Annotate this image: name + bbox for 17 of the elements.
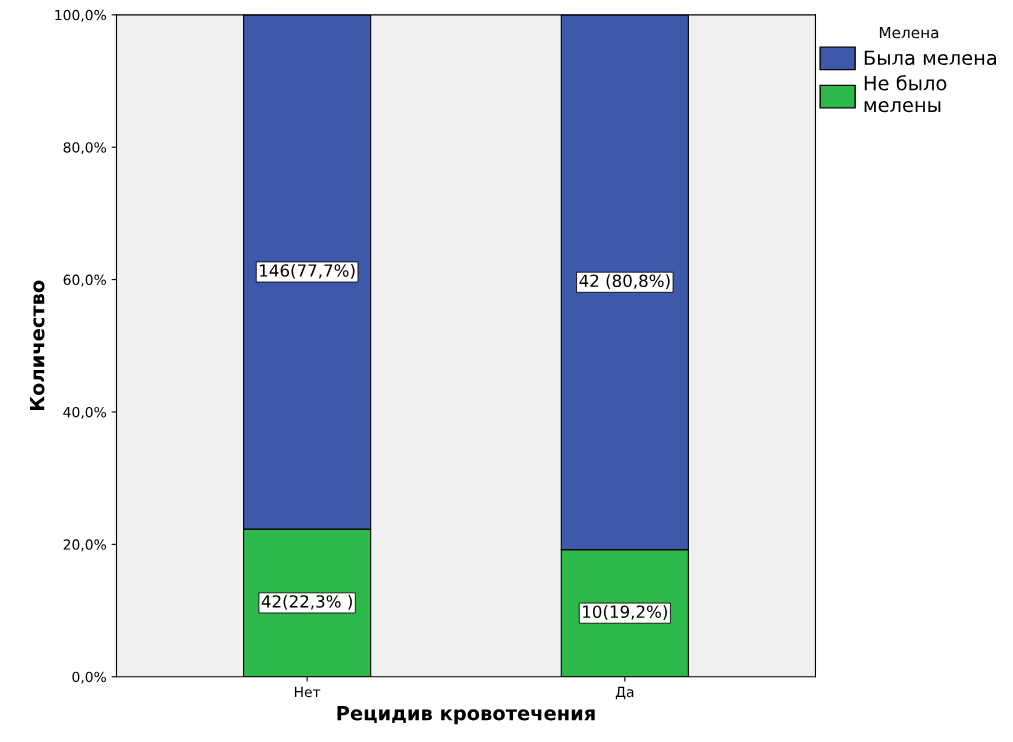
y-tick-label: 80,0% — [63, 142, 107, 155]
y-tick-label: 40,0% — [63, 406, 107, 419]
x-tick-label: Нет — [294, 686, 321, 698]
y-tick-label: 20,0% — [63, 539, 107, 552]
data-label: 10(19,2%) — [583, 605, 667, 620]
x-axis-title: Рецидив кровотечения — [337, 706, 595, 725]
y-tick-label: 0,0% — [72, 671, 107, 684]
data-label: 42(22,3% ) — [261, 594, 352, 610]
data-label: 42 (80,8%) — [579, 274, 670, 290]
y-axis-title: Количество — [30, 280, 45, 411]
x-tick-label: Да — [615, 686, 634, 700]
legend-label: Не было мелены — [864, 75, 947, 113]
legend-label: Была мелена — [864, 50, 997, 66]
y-tick-label: 100,0% — [55, 9, 107, 22]
legend-title: Мелена — [879, 26, 939, 39]
y-tick-label: 60,0% — [63, 274, 107, 287]
data-label: 146(77,7%) — [260, 263, 355, 279]
